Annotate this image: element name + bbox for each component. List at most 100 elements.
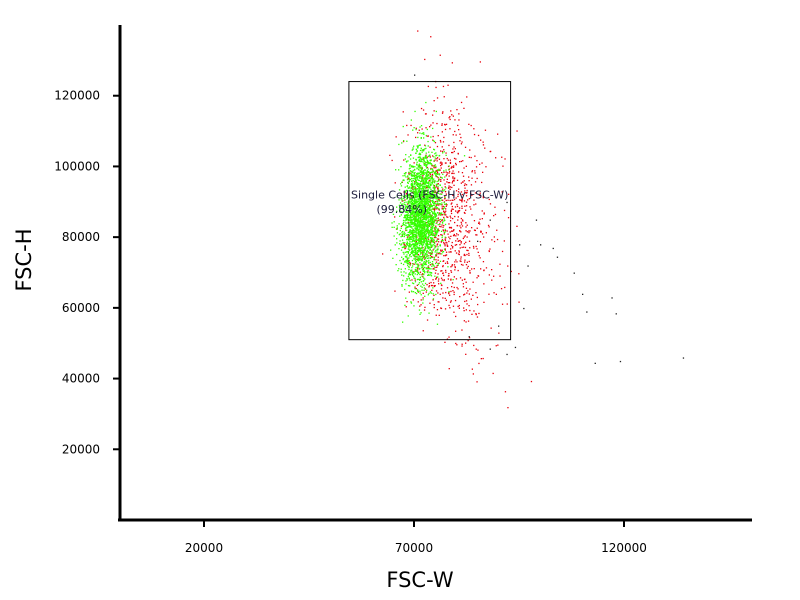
data-point xyxy=(410,177,413,180)
data-point xyxy=(489,203,492,205)
data-point xyxy=(421,184,423,186)
data-point xyxy=(409,165,411,167)
data-point xyxy=(510,270,512,273)
data-point xyxy=(429,223,431,225)
data-point xyxy=(418,233,420,235)
data-point xyxy=(458,251,460,253)
data-point xyxy=(425,262,427,264)
data-point xyxy=(436,233,438,235)
data-point xyxy=(424,145,427,147)
data-point xyxy=(431,272,433,274)
data-point xyxy=(416,207,418,210)
data-point xyxy=(442,240,444,242)
data-point xyxy=(436,176,438,178)
data-point xyxy=(432,181,434,183)
data-point xyxy=(433,207,435,209)
data-point xyxy=(420,299,422,301)
data-point xyxy=(429,230,432,232)
data-point xyxy=(409,172,411,174)
data-point xyxy=(429,220,431,222)
data-point xyxy=(441,189,443,192)
data-point xyxy=(424,113,427,115)
data-point xyxy=(476,234,478,236)
data-point xyxy=(417,258,419,260)
data-point xyxy=(415,236,417,238)
data-point xyxy=(414,286,416,288)
data-point xyxy=(485,166,487,168)
data-point xyxy=(438,199,441,201)
data-point xyxy=(443,248,446,250)
data-point xyxy=(436,170,438,172)
data-point xyxy=(424,240,426,242)
data-point xyxy=(413,225,416,227)
data-point xyxy=(426,174,428,176)
data-point xyxy=(416,258,418,260)
data-point xyxy=(428,181,430,184)
data-point xyxy=(470,184,473,186)
data-point xyxy=(418,179,420,182)
data-point xyxy=(425,161,427,164)
data-point xyxy=(433,306,435,309)
data-point xyxy=(433,201,435,203)
data-point xyxy=(411,219,413,221)
data-point xyxy=(422,244,425,246)
data-point xyxy=(420,256,422,258)
data-point xyxy=(483,236,485,238)
single-cells-gate[interactable] xyxy=(348,81,512,341)
data-point xyxy=(420,259,422,261)
data-point xyxy=(440,164,442,167)
data-point xyxy=(441,172,443,174)
data-point xyxy=(414,277,416,280)
data-point xyxy=(459,247,461,249)
outlier-point xyxy=(523,307,525,310)
data-point xyxy=(416,273,418,276)
data-point xyxy=(424,278,426,280)
data-point xyxy=(412,225,414,227)
data-point xyxy=(450,235,452,237)
data-point xyxy=(444,183,446,185)
data-point xyxy=(410,222,413,224)
data-point xyxy=(439,197,442,199)
data-point xyxy=(430,159,432,161)
data-point xyxy=(415,180,417,182)
data-point xyxy=(425,198,427,200)
data-point xyxy=(418,187,421,189)
data-point xyxy=(418,144,420,146)
data-point xyxy=(459,239,461,242)
data-point xyxy=(421,239,423,241)
data-point xyxy=(488,274,490,276)
data-point xyxy=(423,287,426,289)
data-point xyxy=(493,215,495,217)
data-point xyxy=(420,192,422,194)
data-point xyxy=(413,277,415,279)
data-point xyxy=(424,272,426,274)
data-point xyxy=(460,136,462,139)
data-point xyxy=(431,233,433,235)
data-point xyxy=(428,209,430,211)
data-point xyxy=(409,274,411,276)
data-point xyxy=(407,218,409,220)
data-point xyxy=(431,190,434,192)
data-point xyxy=(432,197,434,199)
data-point xyxy=(464,293,466,295)
data-point xyxy=(411,279,413,281)
data-point xyxy=(413,246,415,248)
data-point xyxy=(437,190,440,192)
data-point xyxy=(423,194,426,196)
data-point xyxy=(403,210,405,212)
data-point xyxy=(466,292,468,294)
data-point xyxy=(405,205,408,207)
data-point xyxy=(417,272,419,274)
data-point xyxy=(431,250,433,252)
data-point xyxy=(432,224,434,226)
data-point xyxy=(396,210,398,212)
data-point xyxy=(433,234,435,236)
data-point xyxy=(441,224,443,226)
data-point xyxy=(418,191,420,193)
data-point xyxy=(414,237,416,239)
data-point xyxy=(427,190,429,192)
data-point xyxy=(421,248,423,250)
data-point xyxy=(425,247,427,249)
data-point xyxy=(428,235,430,237)
data-point xyxy=(430,179,432,181)
